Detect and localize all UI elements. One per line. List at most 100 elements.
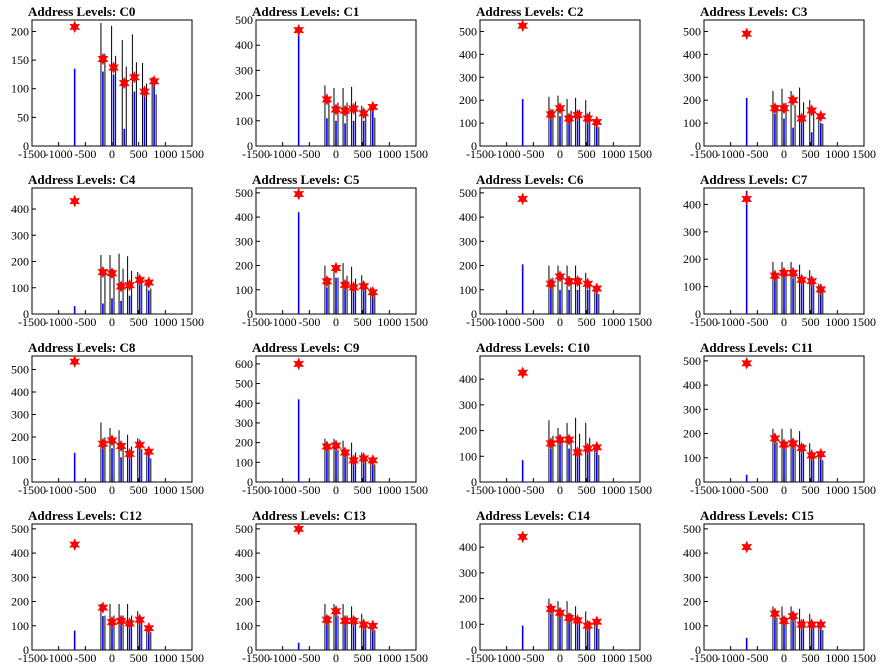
- x-tick-label: 1000: [377, 147, 401, 161]
- y-tick-label: 100: [683, 451, 701, 465]
- y-tick-label: 300: [459, 566, 477, 580]
- peak-marker: [293, 357, 305, 371]
- x-tick-label: 1500: [628, 483, 652, 497]
- x-tick-label: -1500: [18, 651, 46, 665]
- x-tick-label: 500: [130, 651, 148, 665]
- chart-title: Address Levels: C9: [252, 340, 360, 355]
- x-tick-label: 1000: [377, 483, 401, 497]
- y-tick-label: 100: [459, 617, 477, 631]
- y-tick-label: 200: [683, 427, 701, 441]
- peak-marker: [769, 607, 781, 620]
- x-tick-label: 1000: [601, 483, 625, 497]
- peak-marker: [572, 446, 584, 459]
- x-tick-label: -1500: [242, 483, 270, 497]
- peak-marker: [741, 27, 753, 40]
- x-tick-label: 1000: [825, 483, 849, 497]
- x-tick-label: 1000: [825, 651, 849, 665]
- y-tick-label: 0: [695, 139, 701, 153]
- x-tick-label: -1000: [269, 315, 297, 329]
- x-tick-label: 1500: [180, 483, 204, 497]
- chart-panel-3: Address Levels: C3 0 100 200 300 400 500 -1500-…: [672, 0, 896, 168]
- peak-marker: [97, 601, 109, 614]
- y-tick-label: 50: [17, 110, 29, 124]
- x-tick-label: -1000: [493, 483, 521, 497]
- y-tick-label: 100: [683, 619, 701, 633]
- y-tick-label: 500: [459, 24, 477, 38]
- chart-svg: Address Levels: C11 0 100 200 300 400 500 -1500…: [683, 340, 876, 497]
- peak-marker: [124, 447, 136, 461]
- y-tick-label: 400: [235, 396, 253, 410]
- y-tick-label: 100: [11, 82, 29, 96]
- peak-marker: [321, 613, 333, 626]
- peak-marker: [545, 108, 557, 121]
- x-tick-label: 0: [333, 651, 339, 665]
- peak-marker: [134, 438, 146, 452]
- chart-panel-0: Address Levels: C0 0 50 100 150 200 -1500 -1000…: [0, 0, 224, 168]
- x-tick-label: 0: [333, 147, 339, 161]
- peak-marker: [293, 522, 305, 536]
- peak-marker: [339, 614, 351, 628]
- chart-title: Address Levels: C5: [252, 172, 360, 187]
- chart-svg: Address Levels: C14 0 100 200 300 400 -1500-10…: [459, 508, 652, 665]
- x-tick-label: -500: [746, 315, 768, 329]
- chart-title: Address Levels: C3: [700, 4, 808, 19]
- peak-marker: [806, 104, 818, 117]
- peak-marker: [115, 280, 127, 293]
- peak-marker: [339, 278, 351, 292]
- chart-title: Address Levels: C0: [28, 4, 135, 19]
- x-tick-label: -1000: [493, 147, 521, 161]
- y-tick-label: 200: [683, 595, 701, 609]
- y-tick-label: 0: [695, 475, 701, 489]
- y-tick-label: 200: [459, 424, 477, 438]
- x-tick-label: 1500: [852, 315, 876, 329]
- peak-marker: [348, 102, 360, 115]
- x-tick-label: 1000: [825, 147, 849, 161]
- x-tick-label: -1500: [690, 315, 718, 329]
- chart-panel-11: Address Levels: C11 0 100 200 300 400 500 -1500…: [672, 336, 896, 504]
- peak-marker: [563, 275, 575, 288]
- y-tick-label: 150: [11, 53, 29, 67]
- peak-marker: [367, 619, 379, 633]
- y-tick-label: 0: [247, 475, 253, 489]
- x-tick-label: 500: [802, 483, 820, 497]
- peak-marker: [134, 613, 146, 626]
- peak-marker: [554, 270, 566, 283]
- x-tick-label: 0: [781, 147, 787, 161]
- chart-panel-10: Address Levels: C10 0 100 200 300 400 -1500 -10…: [448, 336, 672, 504]
- x-tick-label: 0: [781, 651, 787, 665]
- x-tick-label: 1500: [180, 651, 204, 665]
- x-tick-label: -1500: [242, 315, 270, 329]
- peak-marker: [330, 439, 342, 452]
- y-tick-label: 0: [23, 643, 29, 657]
- peak-marker: [591, 282, 603, 295]
- y-tick-label: 300: [11, 570, 29, 584]
- chart-title: Address Levels: C13: [252, 508, 366, 523]
- peak-marker: [69, 194, 81, 208]
- peak-marker: [321, 93, 333, 106]
- x-tick-label: 0: [333, 483, 339, 497]
- y-tick-label: 400: [683, 378, 701, 392]
- chart-svg: Address Levels: C9 0 100 200 300 400 500 600 -15…: [235, 340, 428, 497]
- x-tick-label: 500: [802, 315, 820, 329]
- x-tick-label: -1500: [242, 651, 270, 665]
- chart-svg: Address Levels: C7 0 100 200 300 400 -1500-100…: [683, 172, 876, 329]
- peak-marker: [554, 433, 566, 446]
- y-tick-label: 0: [23, 307, 29, 321]
- x-tick-label: 1500: [180, 147, 204, 161]
- y-tick-label: 200: [683, 252, 701, 266]
- peak-marker: [293, 23, 305, 37]
- peak-marker: [339, 446, 351, 459]
- x-tick-label: 1000: [377, 651, 401, 665]
- chart-svg: Address Levels: C10 0 100 200 300 400 -1500-10…: [459, 340, 652, 497]
- x-tick-label: 500: [578, 147, 596, 161]
- chart-svg: Address Levels: C15 0 100 200 300 400 500 -1500…: [683, 508, 876, 665]
- peak-marker: [741, 192, 753, 206]
- peak-marker: [591, 615, 603, 628]
- peak-marker: [591, 115, 603, 129]
- y-tick-label: 300: [459, 70, 477, 84]
- peak-marker: [69, 538, 81, 551]
- y-tick-label: 400: [459, 47, 477, 61]
- x-tick-label: 0: [781, 483, 787, 497]
- y-tick-label: 200: [235, 259, 253, 273]
